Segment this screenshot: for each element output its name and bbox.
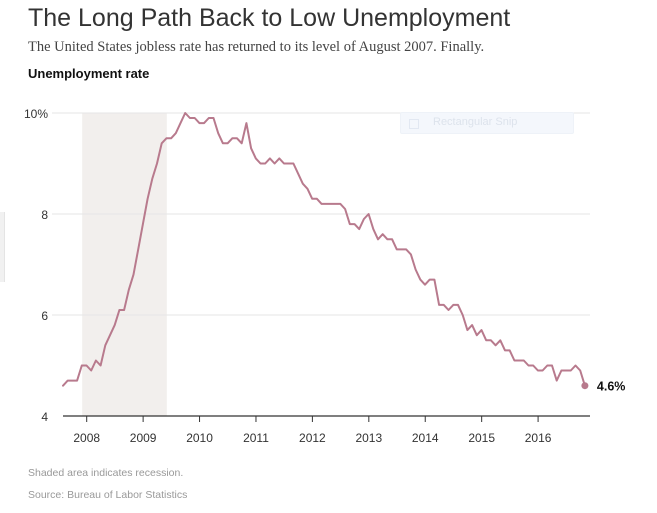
y-tick-label: 8 (41, 208, 48, 222)
y-tick-label: 4 (41, 410, 48, 424)
x-tick-label: 2015 (468, 431, 495, 445)
x-tick-label: 2013 (355, 431, 382, 445)
y-tick-label: 6 (41, 309, 48, 323)
x-tick-label: 2008 (73, 431, 100, 445)
x-tick-label: 2010 (186, 431, 213, 445)
page-subtitle: The United States jobless rate has retur… (28, 39, 485, 55)
x-tick-label: 2014 (412, 431, 439, 445)
source-note: Source: Bureau of Labor Statistics (28, 489, 188, 501)
x-tick-label: 2009 (130, 431, 157, 445)
end-value-label: 4.6% (597, 380, 626, 394)
page-title: The Long Path Back to Low Unemployment (28, 4, 511, 32)
recession-note: Shaded area indicates recession. (28, 467, 184, 479)
snip-tool-overlay[interactable]: Rectangular Snip (400, 112, 574, 134)
end-point (581, 382, 589, 390)
window-edge-tab (0, 212, 5, 282)
x-tick-label: 2012 (299, 431, 326, 445)
y-tick-label: 10% (24, 107, 48, 121)
recession-shade (82, 113, 167, 416)
snip-mode-label: Rectangular Snip (433, 116, 518, 128)
unemployment-line (62, 112, 586, 387)
snip-mode-icon (409, 119, 419, 129)
y-axis-label: Unemployment rate (28, 66, 150, 81)
x-tick-label: 2011 (243, 431, 269, 445)
x-tick-label: 2016 (525, 431, 552, 445)
